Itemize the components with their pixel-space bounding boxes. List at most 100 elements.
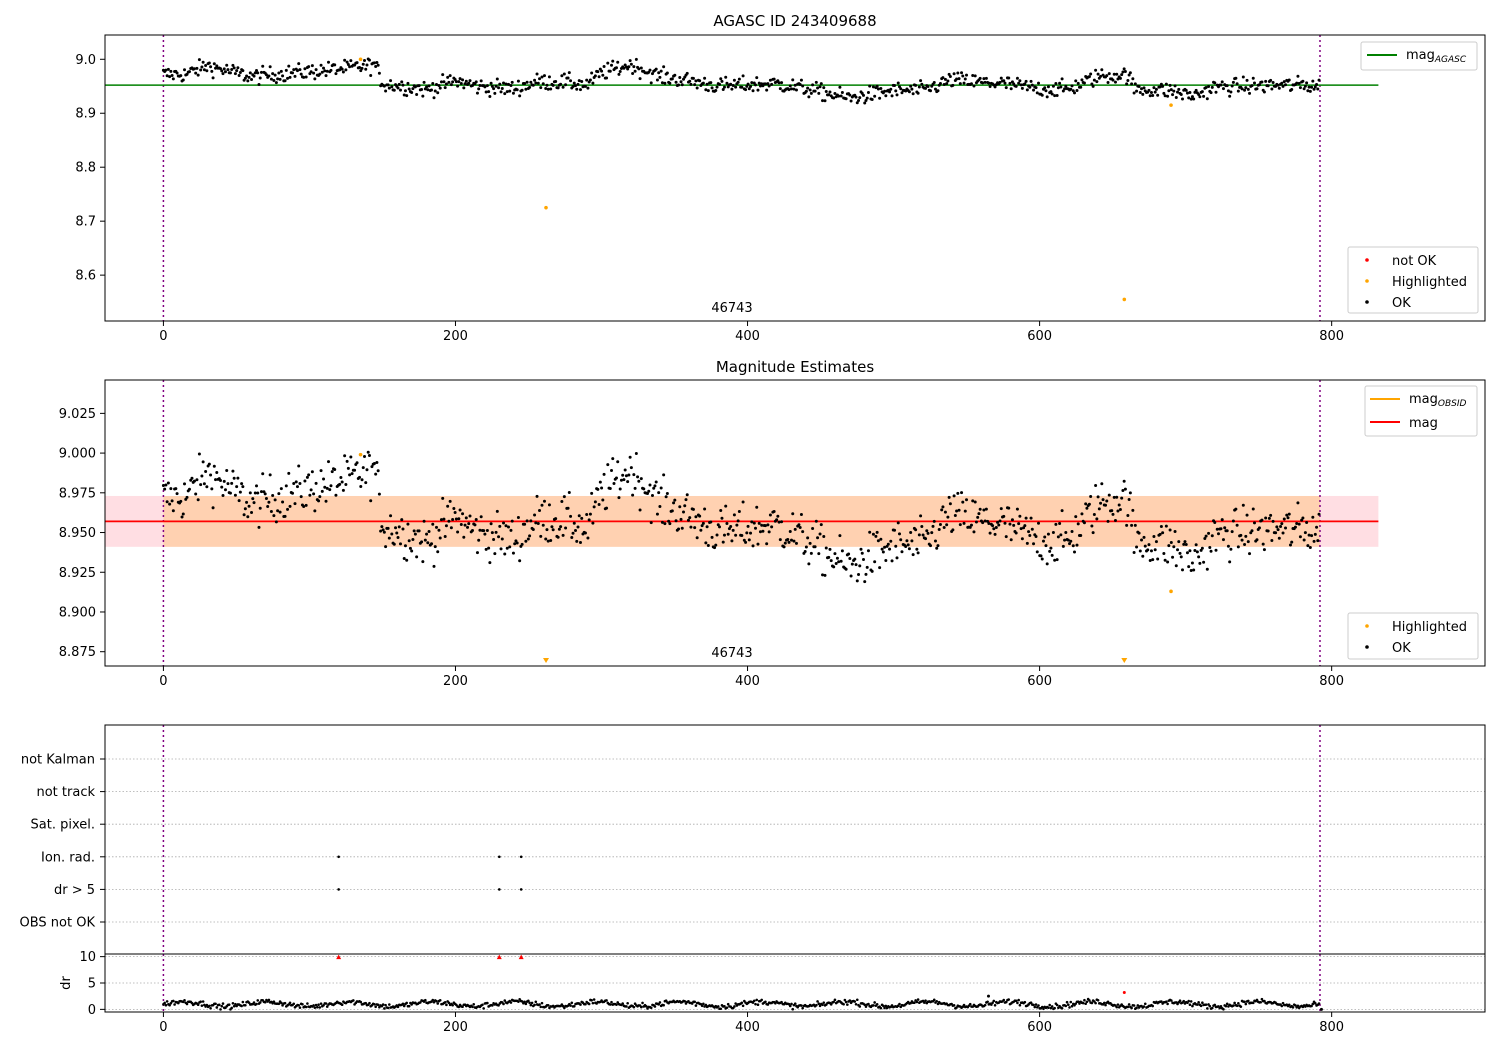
ok-point <box>963 77 967 81</box>
ok-point <box>247 75 251 79</box>
ok-point <box>430 88 434 92</box>
ok-point <box>1271 519 1275 523</box>
ok-point <box>1200 90 1204 94</box>
dr-point <box>658 1001 662 1004</box>
ok-point <box>1223 526 1227 530</box>
ok-point <box>709 81 713 85</box>
ok-point <box>602 472 606 476</box>
ok-point <box>1137 84 1141 88</box>
ok-point <box>806 86 810 90</box>
ok-point <box>1282 517 1286 521</box>
ok-point <box>735 523 739 527</box>
ok-point <box>1180 568 1184 572</box>
ok-point <box>369 499 373 503</box>
dr-point <box>524 1002 528 1006</box>
ok-point <box>657 491 661 495</box>
ok-point <box>179 499 183 503</box>
dr-point <box>867 1002 870 1006</box>
ok-point <box>861 557 865 561</box>
ok-point <box>1234 507 1238 511</box>
dr-point <box>1197 1001 1200 1004</box>
ok-point <box>470 528 474 532</box>
ok-point <box>860 551 864 555</box>
ok-point <box>1115 72 1119 76</box>
ok-point <box>575 539 579 543</box>
ok-point <box>881 550 885 554</box>
ok-point <box>897 532 901 536</box>
ok-point <box>329 484 333 488</box>
ok-point <box>1207 531 1211 535</box>
ok-point <box>659 486 663 490</box>
dr-point <box>298 1006 302 1009</box>
dr-point <box>754 1002 757 1006</box>
dr-point <box>359 1000 363 1004</box>
ok-point <box>1216 532 1220 536</box>
ok-point <box>297 464 301 468</box>
ok-point <box>1106 80 1110 84</box>
ok-point <box>798 83 802 87</box>
ok-point <box>663 81 667 85</box>
ok-point <box>494 530 498 534</box>
flag-label-3: Ion. rad. <box>41 850 95 865</box>
ok-point <box>660 520 664 524</box>
ok-point <box>426 541 430 545</box>
legend-obsid-sub: OBSID <box>1438 399 1467 409</box>
ok-point <box>957 508 961 512</box>
ok-point <box>257 83 261 87</box>
ok-point <box>1245 513 1249 517</box>
ok-point <box>341 488 345 492</box>
ok-point <box>397 82 401 86</box>
ok-point <box>359 69 363 73</box>
ok-point <box>490 531 494 535</box>
ok-point <box>534 521 538 525</box>
ok-point <box>896 521 900 525</box>
ok-point <box>960 71 964 75</box>
ok-point <box>698 514 702 518</box>
ok-point <box>710 86 714 90</box>
ok-point <box>389 514 393 518</box>
dr-point <box>183 998 186 1002</box>
ok-point <box>165 500 169 504</box>
ok-point <box>433 89 437 93</box>
dr-point <box>952 1004 956 1007</box>
ok-point <box>1045 562 1049 566</box>
panel-dr-plot <box>105 954 1485 1012</box>
ok-point <box>1133 82 1137 86</box>
ok-point <box>972 84 976 88</box>
ok-point <box>1210 534 1214 538</box>
ok-point <box>466 525 470 529</box>
ok-point <box>1056 535 1060 539</box>
ok-point <box>349 59 353 63</box>
ok-point <box>560 74 564 78</box>
ok-point <box>1228 560 1232 564</box>
ok-point <box>799 513 803 517</box>
ok-point <box>307 473 311 477</box>
ok-point <box>405 94 409 98</box>
ok-point <box>253 71 257 75</box>
ok-point <box>341 70 345 74</box>
ok-point <box>408 546 412 550</box>
ok-point <box>547 503 551 507</box>
ok-point <box>608 69 612 73</box>
ok-point <box>1194 543 1198 547</box>
dr-outlier-point <box>1319 1007 1323 1011</box>
dr-point <box>605 999 608 1002</box>
ok-point <box>794 541 798 545</box>
dr-point <box>283 1001 287 1005</box>
ok-point <box>1138 549 1142 553</box>
ok-point <box>1091 84 1095 88</box>
ok-point <box>561 533 565 537</box>
panel-magnitude-title: Magnitude Estimates <box>716 358 874 376</box>
ok-point <box>401 527 405 531</box>
ok-point <box>760 523 764 527</box>
ok-point <box>243 507 247 511</box>
dr-point <box>855 998 859 1002</box>
dr-point <box>1066 1003 1070 1006</box>
ok-point <box>677 83 681 87</box>
ok-point <box>873 560 877 564</box>
ok-point <box>1084 502 1088 506</box>
ok-point <box>910 87 914 91</box>
dr-point <box>1042 1007 1045 1011</box>
